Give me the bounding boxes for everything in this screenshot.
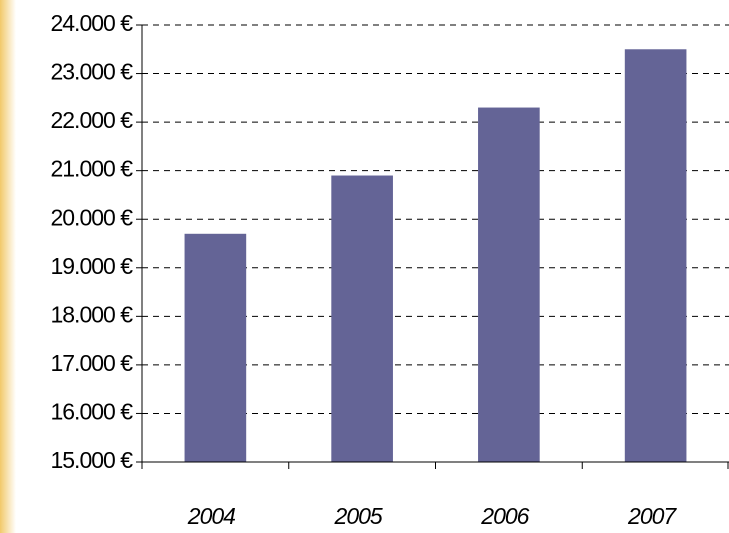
y-tick-label: 17.000 €: [50, 350, 133, 376]
bar: [331, 175, 393, 462]
x-tick-label: 2007: [627, 503, 677, 529]
y-tick-label: 19.000 €: [50, 253, 133, 279]
x-tick-label: 2005: [334, 503, 383, 529]
x-tick-label: 2004: [187, 503, 235, 529]
y-tick-label: 21.000 €: [50, 156, 133, 182]
bar: [478, 107, 540, 463]
bar: [624, 49, 687, 463]
side-band: [0, 0, 16, 533]
y-tick-label: 23.000 €: [50, 59, 133, 85]
y-tick-label: 15.000 €: [50, 447, 133, 473]
y-tick-label: 18.000 €: [50, 301, 133, 327]
y-tick-label: 22.000 €: [50, 107, 133, 133]
y-tick-label: 16.000 €: [50, 399, 133, 425]
x-tick-label: 2006: [480, 503, 529, 529]
bar: [184, 233, 247, 462]
y-tick-label: 24.000 €: [50, 10, 133, 36]
y-tick-label: 20.000 €: [50, 204, 133, 230]
